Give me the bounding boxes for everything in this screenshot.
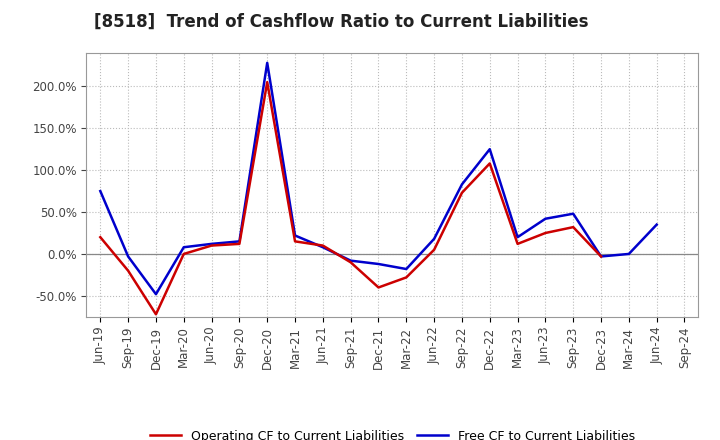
- Free CF to Current Liabilities: [652, 222, 661, 227]
- Operating CF to Current Liabilities: [485, 161, 494, 166]
- Operating CF to Current Liabilities: [458, 190, 467, 195]
- Free CF to Current Liabilities: [513, 235, 522, 240]
- Operating CF to Current Liabilities: [152, 312, 161, 317]
- Free CF to Current Liabilities: [207, 241, 216, 246]
- Operating CF to Current Liabilities: [96, 235, 104, 240]
- Operating CF to Current Liabilities: [374, 285, 383, 290]
- Free CF to Current Liabilities: [402, 266, 410, 271]
- Text: [8518]  Trend of Cashflow Ratio to Current Liabilities: [8518] Trend of Cashflow Ratio to Curren…: [94, 13, 588, 31]
- Line: Operating CF to Current Liabilities: Operating CF to Current Liabilities: [100, 82, 601, 314]
- Free CF to Current Liabilities: [430, 236, 438, 242]
- Legend: Operating CF to Current Liabilities, Free CF to Current Liabilities: Operating CF to Current Liabilities, Fre…: [145, 425, 640, 440]
- Operating CF to Current Liabilities: [541, 231, 550, 236]
- Line: Free CF to Current Liabilities: Free CF to Current Liabilities: [100, 63, 657, 294]
- Operating CF to Current Liabilities: [291, 239, 300, 244]
- Free CF to Current Liabilities: [124, 254, 132, 259]
- Operating CF to Current Liabilities: [569, 224, 577, 230]
- Free CF to Current Liabilities: [235, 239, 243, 244]
- Free CF to Current Liabilities: [597, 254, 606, 259]
- Operating CF to Current Liabilities: [207, 243, 216, 248]
- Operating CF to Current Liabilities: [513, 241, 522, 246]
- Free CF to Current Liabilities: [374, 261, 383, 267]
- Operating CF to Current Liabilities: [430, 247, 438, 253]
- Operating CF to Current Liabilities: [235, 241, 243, 246]
- Free CF to Current Liabilities: [458, 182, 467, 187]
- Free CF to Current Liabilities: [569, 211, 577, 216]
- Free CF to Current Liabilities: [96, 188, 104, 194]
- Operating CF to Current Liabilities: [346, 260, 355, 265]
- Operating CF to Current Liabilities: [263, 80, 271, 85]
- Free CF to Current Liabilities: [624, 251, 633, 257]
- Free CF to Current Liabilities: [541, 216, 550, 221]
- Free CF to Current Liabilities: [179, 245, 188, 250]
- Free CF to Current Liabilities: [318, 245, 327, 250]
- Free CF to Current Liabilities: [291, 233, 300, 238]
- Operating CF to Current Liabilities: [402, 275, 410, 280]
- Operating CF to Current Liabilities: [179, 251, 188, 257]
- Free CF to Current Liabilities: [152, 292, 161, 297]
- Operating CF to Current Liabilities: [318, 243, 327, 248]
- Free CF to Current Liabilities: [485, 147, 494, 152]
- Free CF to Current Liabilities: [346, 258, 355, 263]
- Operating CF to Current Liabilities: [597, 254, 606, 259]
- Free CF to Current Liabilities: [263, 60, 271, 66]
- Operating CF to Current Liabilities: [124, 268, 132, 273]
